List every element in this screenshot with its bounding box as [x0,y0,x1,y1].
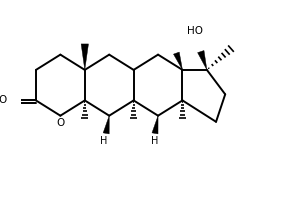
Polygon shape [152,116,158,134]
Text: O: O [0,95,7,105]
Text: H: H [100,135,107,146]
Polygon shape [173,52,182,70]
Polygon shape [197,51,207,70]
Polygon shape [103,116,109,134]
Polygon shape [81,44,88,70]
Text: O: O [57,118,65,128]
Text: HO: HO [187,26,203,36]
Text: H: H [151,135,158,146]
